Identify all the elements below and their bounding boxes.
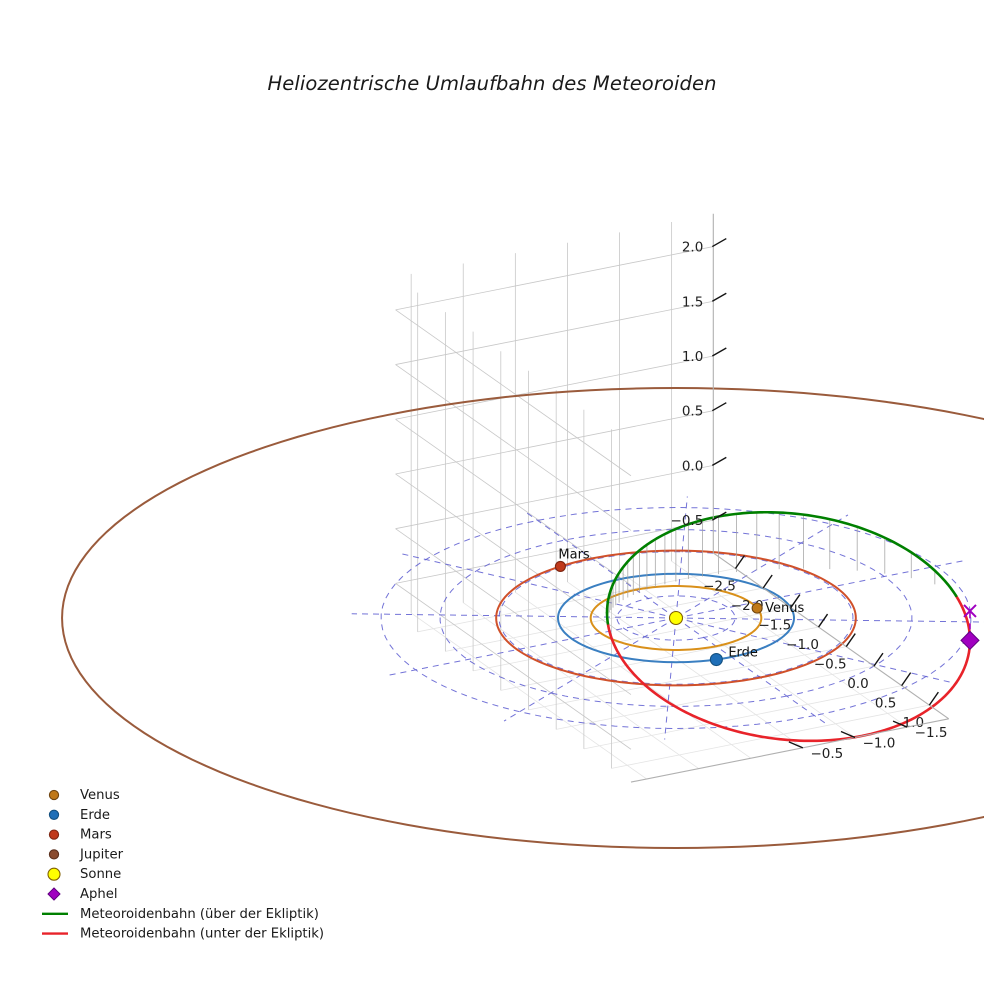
meteoroid-above-ecliptic bbox=[605, 510, 958, 615]
x-tick-label: −1.5 bbox=[758, 618, 791, 634]
legend-item[interactable]: Aphel bbox=[47, 887, 118, 902]
legend-label: Jupiter bbox=[79, 847, 124, 862]
x-tick-label: −1.0 bbox=[786, 637, 819, 653]
legend-label: Meteoroidenbahn (unter der Ekliptik) bbox=[80, 927, 324, 942]
planet-orbits bbox=[61, 387, 984, 849]
legend-marker-circle bbox=[48, 789, 60, 801]
legend-marker-circle bbox=[47, 867, 61, 881]
legend-item[interactable]: Jupiter bbox=[48, 847, 124, 862]
orbit-erde bbox=[556, 572, 796, 664]
legend-marker-circle bbox=[48, 829, 60, 840]
legend-label: Mars bbox=[80, 828, 112, 843]
planet-marker-venus bbox=[751, 602, 763, 614]
z-tick-label: 1.5 bbox=[682, 294, 703, 310]
legend-item[interactable]: Meteoroidenbahn (unter der Ekliptik) bbox=[42, 927, 324, 942]
x-tick-label: 0.5 bbox=[875, 696, 896, 712]
legend-item[interactable]: Erde bbox=[48, 808, 110, 823]
legend-label: Aphel bbox=[80, 887, 118, 902]
legend-item[interactable]: Meteoroidenbahn (über der Ekliptik) bbox=[42, 907, 319, 922]
aphelion-marker bbox=[960, 630, 980, 651]
legend-label: Meteoroidenbahn (über der Ekliptik) bbox=[80, 907, 319, 922]
legend: Venus Erde Mars Jupiter Sonne Aphel Meteoroide… bbox=[42, 788, 324, 942]
orbit-venus bbox=[589, 585, 763, 651]
meteoroid-below-ecliptic bbox=[606, 594, 972, 743]
legend-marker-circle bbox=[48, 849, 60, 860]
orbit-mars bbox=[495, 549, 857, 687]
y-tick-label: −1.0 bbox=[863, 735, 896, 751]
z-tick-label: 0.0 bbox=[682, 458, 703, 474]
axes: −0.50.00.51.01.52.0−2.5−2.0−1.5−1.0−0.50… bbox=[630, 213, 950, 783]
z-tick-label: −0.5 bbox=[671, 513, 704, 529]
meteoroid-orbit bbox=[605, 510, 972, 743]
legend-item[interactable]: Sonne bbox=[47, 867, 121, 882]
planet-marker-erde bbox=[709, 652, 723, 667]
legend-item[interactable]: Venus bbox=[48, 788, 120, 803]
legend-marker-diamond bbox=[47, 887, 61, 901]
legend-label: Erde bbox=[80, 808, 110, 823]
x-tick-label: 0.0 bbox=[847, 676, 868, 692]
x-tick-label: −0.5 bbox=[814, 657, 847, 673]
sun-marker bbox=[668, 610, 684, 626]
planet-label-erde: Erde bbox=[728, 646, 758, 661]
y-tick-label: −1.5 bbox=[915, 725, 948, 741]
page-title: Heliozentrische Umlaufbahn des Meteoroid… bbox=[267, 72, 717, 95]
z-tick-label: 0.5 bbox=[682, 404, 703, 420]
legend-label: Sonne bbox=[80, 867, 121, 882]
z-tick-label: 2.0 bbox=[682, 240, 703, 256]
stem-lines bbox=[606, 512, 936, 623]
orbit-jupiter bbox=[61, 387, 984, 849]
x-tick-label: −2.5 bbox=[703, 579, 736, 595]
planet-marker-mars bbox=[554, 560, 566, 572]
legend-item[interactable]: Mars bbox=[48, 828, 112, 843]
z-tick-label: 1.0 bbox=[682, 349, 703, 365]
meteoroid-above-ecliptic bbox=[605, 611, 610, 625]
y-tick-label: −0.5 bbox=[810, 746, 843, 762]
body-markers: Venus Erde Mars bbox=[554, 547, 980, 667]
aphelion-projection-marker bbox=[963, 604, 977, 618]
legend-label: Venus bbox=[80, 788, 120, 803]
pane-grid bbox=[395, 222, 930, 780]
planet-label-mars: Mars bbox=[558, 547, 590, 562]
planet-label-venus: Venus bbox=[765, 601, 804, 616]
legend-marker-circle bbox=[48, 809, 60, 820]
